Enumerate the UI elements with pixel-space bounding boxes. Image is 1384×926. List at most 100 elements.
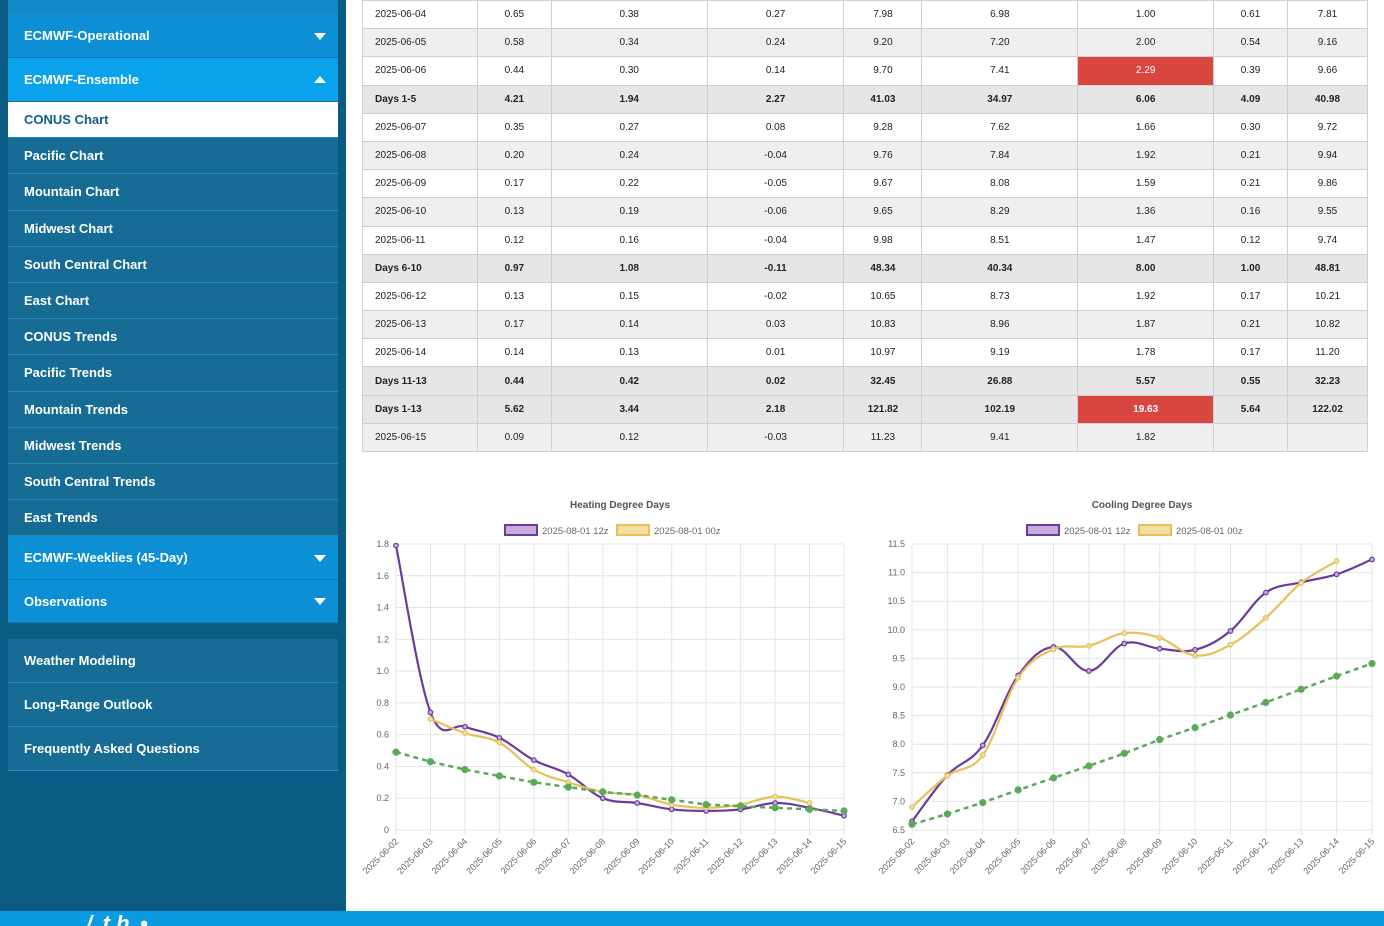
- table-row: 2025-06-07 0.35 0.27 0.08 9.28 7.62 1.66 0.30 9.…: [362, 112, 1368, 142]
- y-tick-label: 1.6: [376, 571, 389, 581]
- sidebar-item-south-central-trends[interactable]: South Central Trends: [8, 463, 338, 501]
- table-cell: 0.55: [1213, 366, 1288, 396]
- data-point: [392, 748, 400, 756]
- table-cell: 0.58: [476, 28, 552, 58]
- table-cell: 0.12: [550, 422, 708, 453]
- x-tick-label: 2025-06-15: [1337, 836, 1377, 876]
- y-tick-label: 0.4: [376, 761, 389, 771]
- table-row-label: 2025-06-14: [362, 338, 478, 368]
- data-point: [1262, 698, 1270, 707]
- x-tick-label: 2025-06-15: [809, 836, 849, 876]
- table-cell: 1.82: [1077, 422, 1215, 453]
- table-cell: -0.04: [706, 140, 845, 171]
- table-cell: 7.81: [1287, 0, 1368, 30]
- table-cell: 9.16: [1287, 28, 1368, 58]
- table-cell: 0.97: [476, 253, 552, 283]
- sidebar-item-pacific-trends[interactable]: Pacific Trends: [8, 355, 338, 392]
- sidebar-item-east-trends[interactable]: East Trends: [8, 500, 338, 537]
- table-cell: 0.21: [1213, 140, 1288, 171]
- table-cell: 0.12: [1213, 225, 1288, 255]
- table-cell: 9.41: [921, 422, 1079, 453]
- nav-section-observations[interactable]: Observations: [8, 580, 338, 623]
- nav-section-ecmwf-ensemble[interactable]: ECMWF-Ensemble: [8, 58, 338, 102]
- table-cell: 6.98: [921, 0, 1079, 30]
- data-point: [496, 739, 503, 746]
- table-cell: 122.02: [1287, 394, 1368, 424]
- sidebar-item-label: South Central Chart: [24, 256, 147, 272]
- sidebar-item-east-chart[interactable]: East Chart: [8, 282, 338, 320]
- data-point: [737, 802, 745, 810]
- y-tick-label: 0.6: [376, 730, 389, 740]
- sidebar-item-mountain-trends[interactable]: Mountain Trends: [8, 391, 338, 428]
- table-row-label: Days 1-13: [362, 394, 478, 424]
- nav-section-label: ECMWF-Operational: [24, 28, 150, 43]
- data-point: [599, 795, 606, 802]
- nav-section-ecmwf-weeklies[interactable]: ECMWF-Weeklies (45-Day): [8, 536, 338, 580]
- table-cell: 34.97: [921, 84, 1079, 114]
- table-row: 2025-06-13 0.17 0.14 0.03 10.83 8.96 1.87 0.21 1…: [362, 310, 1368, 340]
- data-point: [565, 771, 572, 778]
- table-cell: 0.44: [476, 366, 552, 396]
- table-cell: 0.17: [476, 169, 552, 199]
- heating-degree-days-chart: Heating Degree Days 2025-08-01 12z 2025-08…: [356, 490, 856, 890]
- nav-section-label: ECMWF-Ensemble: [24, 72, 139, 87]
- x-tick-label: 2025-06-03: [395, 836, 435, 876]
- legend-swatch: [1138, 524, 1172, 536]
- table-cell: 0.02: [706, 366, 845, 396]
- table-cell: 0.54: [1213, 28, 1288, 58]
- sidebar-item-midwest-trends[interactable]: Midwest Trends: [8, 427, 338, 464]
- y-tick-label: 1.2: [376, 634, 389, 644]
- nav-link-faq[interactable]: Frequently Asked Questions: [8, 727, 338, 771]
- nav-link-long-range-outlook[interactable]: Long-Range Outlook: [8, 683, 338, 727]
- data-point: [1156, 645, 1163, 652]
- nav-section-ecmwf-operational[interactable]: ECMWF-Operational: [8, 14, 338, 58]
- table-row-label: 2025-06-05: [362, 28, 478, 58]
- table-row-label: 2025-06-08: [362, 140, 478, 171]
- table-cell: 41.03: [843, 84, 923, 114]
- table-cell: 9.72: [1287, 112, 1368, 142]
- data-point: [1297, 685, 1305, 693]
- table-row-label: Days 6-10: [362, 253, 478, 283]
- table-row-label: 2025-06-06: [362, 56, 478, 86]
- table-row-label: 2025-06-04: [362, 0, 478, 30]
- legend-label: 2025-08-01 12z: [1064, 526, 1131, 537]
- x-tick-label: 2025-06-06: [1018, 836, 1058, 876]
- data-point: [805, 805, 814, 813]
- table-cell: 1.92: [1077, 140, 1215, 171]
- chart-svg: Heating Degree Days 2025-08-01 12z 2025-08…: [361, 500, 849, 876]
- sidebar-item-mountain-chart[interactable]: Mountain Chart: [8, 174, 338, 211]
- data-point: [1298, 579, 1305, 586]
- table-cell: 0.14: [476, 338, 552, 368]
- table-cell: 9.86: [1287, 169, 1368, 199]
- table-cell: 10.65: [843, 281, 923, 312]
- sidebar-item-conus-trends[interactable]: CONUS Trends: [8, 319, 338, 356]
- data-point: [427, 709, 434, 716]
- data-point: [771, 804, 779, 812]
- data-point: [1121, 630, 1128, 637]
- table-cell: 0.42: [550, 366, 708, 396]
- data-point: [427, 715, 434, 722]
- table-cell: 2.18: [706, 394, 845, 424]
- data-point: [462, 723, 468, 730]
- data-point: [1014, 786, 1022, 794]
- sidebar-item-midwest-chart[interactable]: Midwest Chart: [8, 210, 338, 247]
- sidebar-item-pacific-chart[interactable]: Pacific Chart: [8, 138, 338, 175]
- table-cell: -0.06: [706, 197, 845, 227]
- sidebar-item-label: Pacific Trends: [24, 365, 113, 381]
- table-cell: 32.23: [1287, 366, 1368, 396]
- y-tick-label: 8.5: [892, 711, 905, 721]
- table-cell: 9.98: [843, 225, 923, 255]
- series-line: [395, 750, 845, 813]
- table-cell: 8.00: [1077, 253, 1215, 283]
- x-tick-label: 2025-06-03: [912, 836, 952, 876]
- nav-link-weather-modeling[interactable]: Weather Modeling: [8, 639, 338, 683]
- sidebar-item-conus-chart[interactable]: CONUS Chart: [8, 102, 338, 139]
- data-point: [979, 798, 987, 807]
- table-cell: -0.11: [706, 253, 845, 283]
- table-cell: 9.65: [843, 197, 923, 227]
- table-cell: 0.17: [1213, 281, 1288, 312]
- y-tick-label: 6.5: [892, 825, 905, 835]
- table-row-label: 2025-06-07: [362, 112, 478, 142]
- table-row-label: Days 1-5: [362, 84, 478, 114]
- sidebar-item-south-central-chart[interactable]: South Central Chart: [8, 246, 338, 283]
